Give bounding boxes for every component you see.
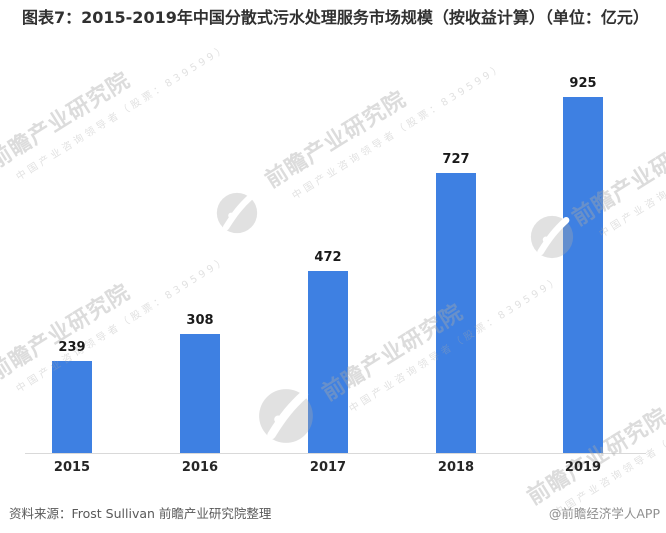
bar-2017 xyxy=(308,271,348,453)
bar-2015 xyxy=(52,361,92,453)
chart-title: 图表7：2015-2019年中国分散式污水处理服务市场规模（按收益计算）（单位：… xyxy=(22,8,649,27)
bar-2016 xyxy=(180,334,220,453)
bar-value-label: 472 xyxy=(314,250,342,265)
credit-note: @前瞻经济学人APP xyxy=(548,506,660,521)
bar-value-label: 239 xyxy=(58,340,86,355)
bar-2018 xyxy=(436,173,476,453)
source-note: 资料来源：Frost Sullivan 前瞻产业研究院整理 xyxy=(9,506,272,521)
x-tick-label-2017: 2017 xyxy=(309,460,347,475)
bar-2019 xyxy=(563,97,603,453)
x-axis-line xyxy=(25,453,646,454)
bar-value-label: 308 xyxy=(186,313,214,328)
x-tick-label-2019: 2019 xyxy=(564,460,602,475)
watermark-text: 前瞻产业研究院 中国产业咨询领导者（股票：839599） xyxy=(0,42,231,183)
x-tick-label-2018: 2018 xyxy=(437,460,475,475)
bar-value-label: 727 xyxy=(442,152,470,167)
x-tick-label-2016: 2016 xyxy=(181,460,219,475)
bar-value-label: 925 xyxy=(569,76,597,91)
watermark-bird-logo-icon xyxy=(216,192,258,238)
watermark-bird-logo-icon xyxy=(258,388,314,448)
x-tick-label-2015: 2015 xyxy=(53,460,91,475)
